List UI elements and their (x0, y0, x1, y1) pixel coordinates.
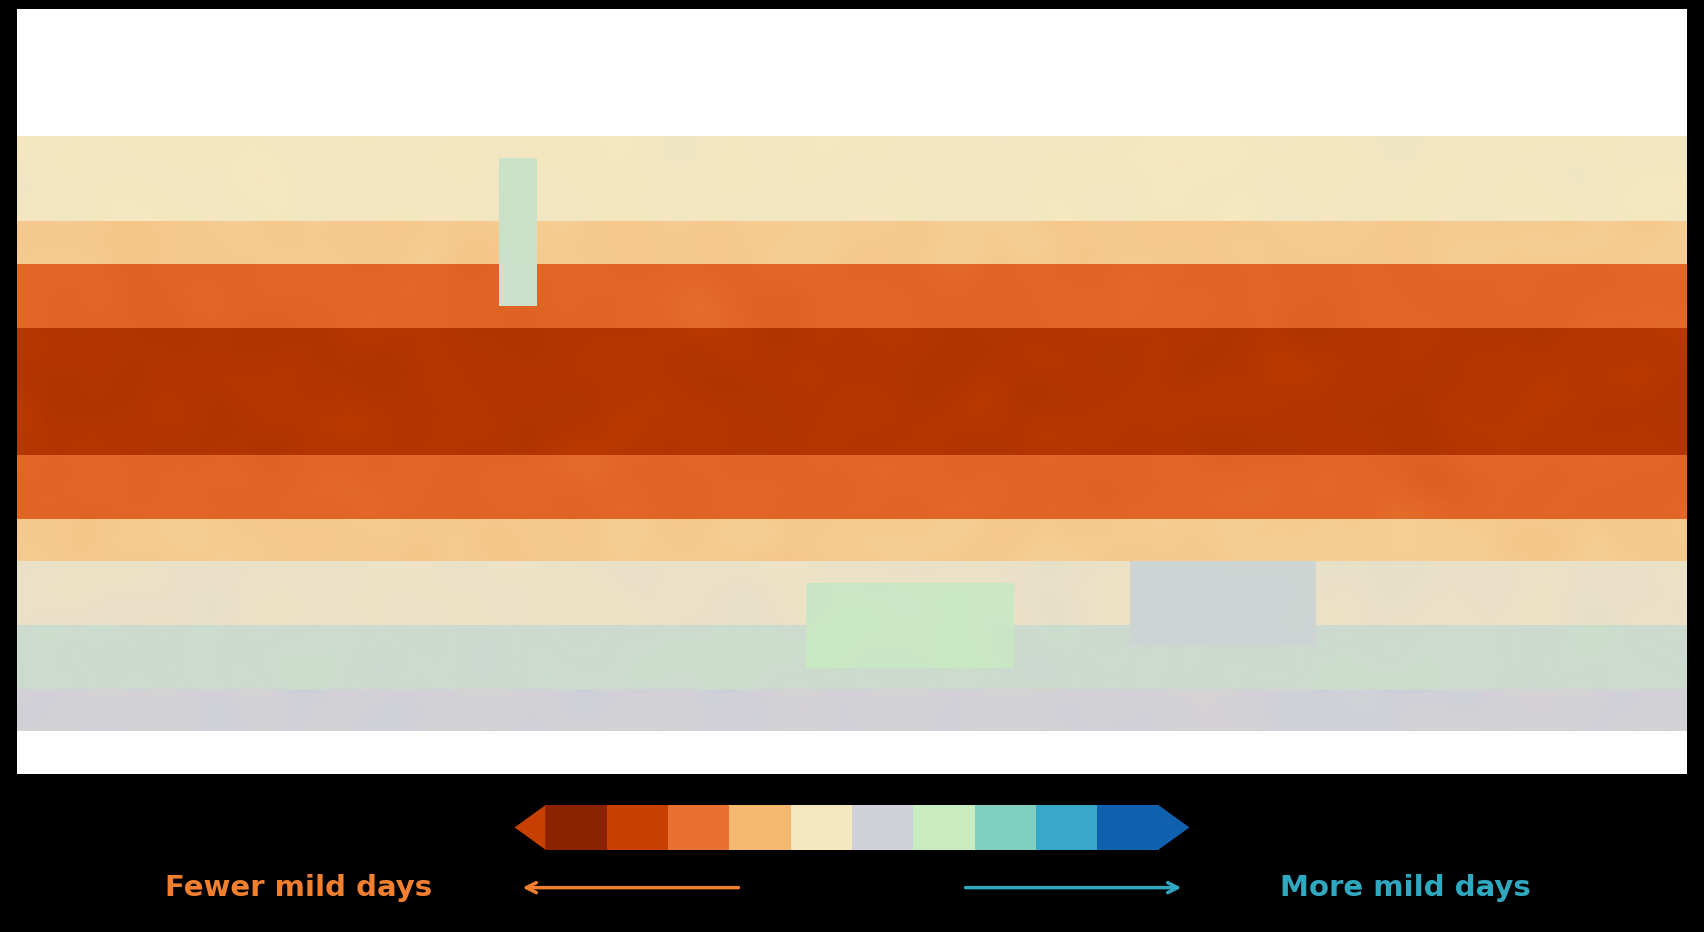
Bar (729, 805, 791, 850)
Bar (852, 805, 913, 850)
Bar (668, 805, 729, 850)
Polygon shape (515, 805, 545, 850)
Bar (545, 805, 607, 850)
Text: More mild days: More mild days (1280, 873, 1532, 901)
Text: Fewer mild days: Fewer mild days (165, 873, 431, 901)
Bar (1036, 805, 1097, 850)
Bar (1097, 805, 1159, 850)
Bar (791, 805, 852, 850)
Bar (607, 805, 668, 850)
Polygon shape (1159, 805, 1189, 850)
Bar (975, 805, 1036, 850)
Bar (913, 805, 975, 850)
